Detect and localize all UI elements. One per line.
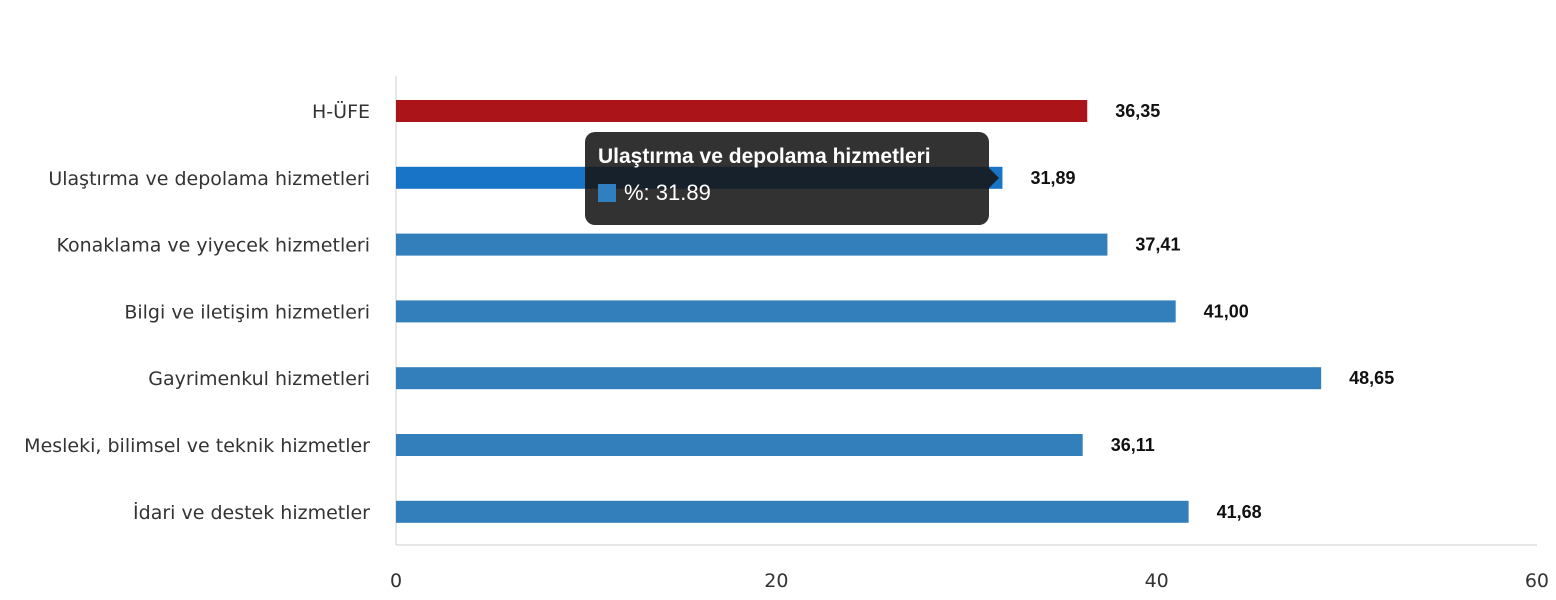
data-label: 41,00 xyxy=(1204,301,1249,321)
x-tick-label: 40 xyxy=(1145,570,1169,592)
bar[interactable] xyxy=(396,100,1088,122)
category-label: H-ÜFE xyxy=(312,100,370,123)
category-label: Mesleki, bilimsel ve teknik hizmetler xyxy=(24,435,370,457)
x-axis-ticks: 0 20 40 60 xyxy=(390,570,1549,592)
data-label: 48,65 xyxy=(1349,368,1394,388)
bar[interactable] xyxy=(396,500,1189,523)
tooltip-title: Ulaştırma ve depolama hizmetleri xyxy=(598,145,931,168)
data-labels: 36,35 31,89 37,41 41,00 48,65 36,11 41,68 xyxy=(1030,101,1394,522)
category-label: Bilgi ve iletişim hizmetleri xyxy=(124,301,370,323)
bar[interactable] xyxy=(396,300,1176,323)
tooltip-swatch xyxy=(598,184,616,202)
x-tick-label: 20 xyxy=(764,570,788,592)
category-label: Ulaştırma ve depolama hizmetleri xyxy=(48,168,370,190)
data-label: 31,89 xyxy=(1030,168,1075,188)
category-label: İdari ve destek hizmetler xyxy=(133,501,370,524)
data-label: 41,68 xyxy=(1217,502,1262,522)
tooltip-value: %: 31.89 xyxy=(624,180,711,205)
bar[interactable] xyxy=(396,434,1083,456)
tooltip-row: %: 31.89 xyxy=(598,180,976,206)
tooltip-arrow xyxy=(989,168,999,188)
x-tick-label: 0 xyxy=(390,570,402,592)
tooltip: Ulaştırma ve depolama hizmetleri %: 31.8… xyxy=(585,132,999,225)
data-label: 36,35 xyxy=(1115,101,1160,121)
data-label: 36,11 xyxy=(1111,435,1155,455)
category-labels: H-ÜFE Ulaştırma ve depolama hizmetleri Kon… xyxy=(24,100,370,524)
category-label: Konaklama ve yiyecek hizmetleri xyxy=(56,235,370,257)
bar[interactable] xyxy=(396,233,1108,256)
category-label: Gayrimenkul hizmetleri xyxy=(148,368,370,390)
bar[interactable] xyxy=(396,367,1322,390)
data-label: 37,41 xyxy=(1135,235,1180,255)
x-tick-label: 60 xyxy=(1525,570,1549,592)
